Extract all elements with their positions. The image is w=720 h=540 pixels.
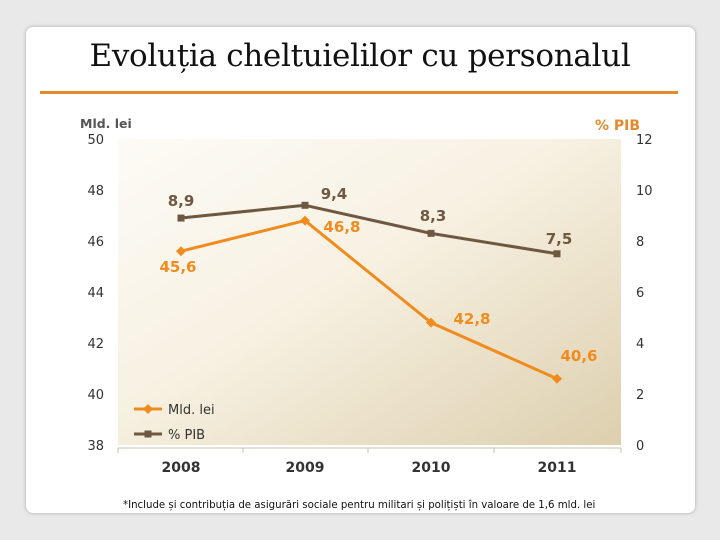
y-right-tick-label: 4 bbox=[636, 337, 644, 352]
y-left-tick-label: 50 bbox=[87, 133, 104, 148]
data-point-mld bbox=[176, 246, 186, 257]
data-point-pib bbox=[301, 201, 309, 209]
y-right-tick-label: 12 bbox=[636, 133, 653, 148]
data-point-pib bbox=[177, 214, 185, 222]
data-label-pib: 8,3 bbox=[420, 207, 447, 225]
data-label-pib: 8,9 bbox=[168, 192, 195, 210]
data-point-mld bbox=[426, 317, 436, 328]
slide-title: Evoluția cheltuielilor cu personalul bbox=[89, 38, 631, 74]
x-tick-label: 2008 bbox=[162, 460, 201, 476]
y-right-tick-label: 8 bbox=[636, 235, 644, 250]
footnote: *Include și contribuția de asigurări soc… bbox=[123, 500, 596, 511]
legend-marker-diamond bbox=[143, 404, 153, 414]
x-axis-ticks: 2008 2009 2010 2011 bbox=[117, 448, 622, 476]
y-left-tick-label: 38 bbox=[87, 439, 104, 454]
data-label-pib: 9,4 bbox=[321, 185, 348, 203]
x-tick-label: 2010 bbox=[412, 460, 451, 476]
data-label-mld: 42,8 bbox=[453, 310, 490, 328]
data-label-pib: 7,5 bbox=[546, 230, 573, 248]
y-left-axis-title: Mld. lei bbox=[80, 116, 132, 131]
y-left-ticks: 50 48 46 44 42 40 38 bbox=[87, 133, 104, 454]
y-left-tick-label: 42 bbox=[87, 337, 104, 352]
y-left-tick-label: 44 bbox=[87, 286, 104, 301]
y-right-tick-label: 10 bbox=[636, 184, 653, 199]
legend-label: % PIB bbox=[168, 428, 205, 443]
x-tick-label: 2009 bbox=[286, 460, 325, 476]
data-point-mld bbox=[552, 373, 562, 384]
data-label-mld: 46,8 bbox=[323, 218, 360, 236]
y-right-ticks: 12 10 8 6 4 2 0 bbox=[636, 133, 653, 454]
y-right-axis-title: % PIB bbox=[595, 118, 640, 134]
y-left-tick-label: 48 bbox=[87, 184, 104, 199]
y-right-tick-label: 6 bbox=[636, 286, 644, 301]
y-right-tick-label: 2 bbox=[636, 388, 644, 403]
series-layer: 8,9 9,4 8,3 7,5 45,6 46,8 42,8 40,6 bbox=[159, 185, 598, 384]
legend: Mld. lei % PIB bbox=[134, 403, 215, 443]
legend-marker-square bbox=[144, 430, 152, 438]
title-underline bbox=[40, 91, 678, 94]
data-label-mld: 40,6 bbox=[560, 347, 597, 365]
series-line-mld bbox=[180, 219, 558, 381]
y-right-tick-label: 0 bbox=[636, 439, 644, 454]
data-label-mld: 45,6 bbox=[159, 258, 196, 276]
data-point-pib bbox=[553, 250, 561, 258]
x-tick-label: 2011 bbox=[538, 460, 577, 476]
data-point-pib bbox=[427, 229, 435, 237]
legend-label: Mld. lei bbox=[168, 403, 215, 418]
series-line-pib bbox=[180, 203, 558, 256]
y-left-tick-label: 40 bbox=[87, 388, 104, 403]
plot-area bbox=[118, 139, 621, 445]
data-point-mld bbox=[300, 215, 310, 226]
y-left-tick-label: 46 bbox=[87, 235, 104, 250]
